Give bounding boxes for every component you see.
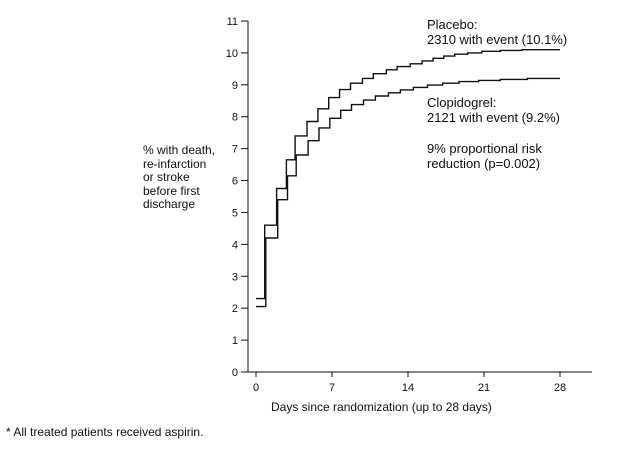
y-tick-label: 2: [232, 303, 238, 315]
x-tick-label: 7: [329, 382, 335, 394]
annotation-line: Clopidogrel:: [427, 95, 497, 110]
x-tick-label: 14: [402, 382, 414, 394]
x-axis-label: Days since randomization (up to 28 days): [271, 400, 492, 414]
x-tick-label: 0: [253, 382, 259, 394]
annotation-clopidogrel: Clopidogrel: 2121 with event (9.2%): [427, 95, 560, 125]
y-axis-label-line: or stroke: [143, 170, 190, 185]
y-axis-label-line: discharge: [143, 197, 196, 212]
series-layer: [256, 49, 560, 308]
y-tick-label: 1: [232, 335, 238, 347]
y-tick-label: 7: [232, 144, 238, 156]
series-line-placebo: [256, 49, 560, 300]
annotation-risk-reduction: 9% proportional risk reduction (p=0.002): [427, 141, 542, 171]
y-axis-label: % with death, re-infarction or stroke be…: [143, 143, 243, 212]
annotation-line: 2121 with event (9.2%): [427, 110, 560, 125]
y-tick-label: 5: [232, 207, 238, 219]
series-line-clopidogrel: [256, 77, 560, 308]
axes: 0 1 2 3 4 5 6 7 8 9 10 11 0 7 14 21 28: [226, 16, 592, 394]
y-tick-label: 0: [232, 367, 238, 379]
y-tick-label: 10: [226, 48, 238, 60]
annotation-placebo: Placebo: 2310 with event (10.1%): [427, 17, 567, 47]
y-tick-label: 4: [232, 239, 238, 251]
y-tick-label: 3: [232, 271, 238, 283]
y-tick-label: 6: [232, 176, 238, 188]
annotation-line: 2310 with event (10.1%): [427, 32, 568, 47]
x-tick-label: 28: [554, 382, 566, 394]
y-axis-label-line: before first: [143, 183, 200, 198]
y-tick-label: 8: [232, 112, 238, 124]
annotation-line: Placebo:: [427, 17, 478, 32]
y-axis-label-line: % with death,: [143, 143, 216, 157]
annotation-line: reduction (p=0.002): [427, 156, 541, 171]
annotation-line: 9% proportional risk: [427, 141, 542, 156]
footnote: * All treated patients received aspirin.: [6, 425, 204, 439]
y-axis-label-line: re-infarction: [143, 156, 207, 171]
y-tick-label: 11: [227, 16, 238, 28]
x-tick-label: 21: [478, 382, 490, 394]
y-tick-label: 9: [232, 80, 238, 92]
